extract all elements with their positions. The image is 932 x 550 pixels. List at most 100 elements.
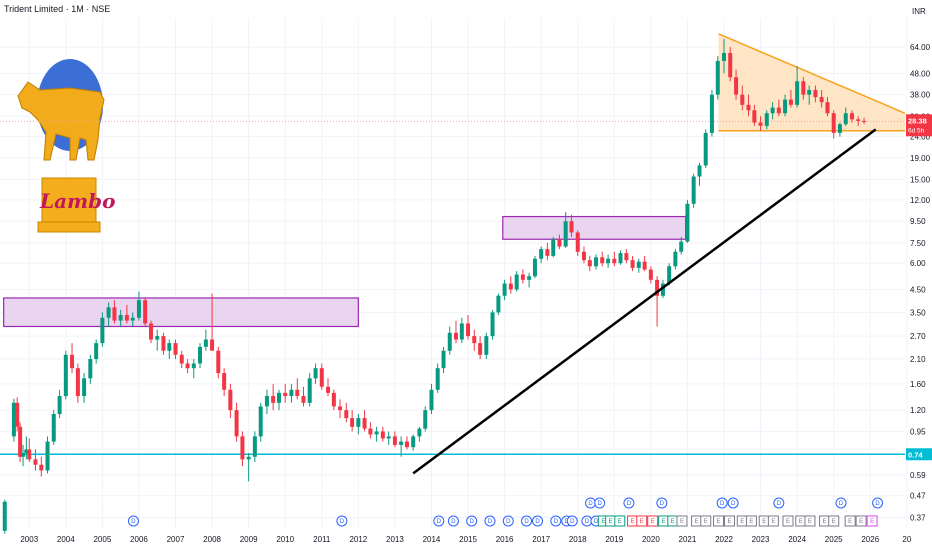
candle-body bbox=[119, 315, 123, 321]
dividend-marker[interactable]: D bbox=[337, 516, 347, 526]
y-axis[interactable]: INR 64.0048.0038.0030.0024.0019.0015.001… bbox=[910, 7, 931, 523]
candle-body bbox=[844, 113, 848, 124]
candle-body bbox=[70, 355, 74, 368]
candle-body bbox=[448, 333, 452, 351]
consolidation-rect[interactable] bbox=[503, 217, 686, 240]
earnings-marker[interactable]: E bbox=[845, 516, 855, 526]
x-axis[interactable]: 2003 2004 2005 2006 2007 2008 2009 2010 2011 2012… bbox=[20, 535, 911, 544]
dividend-marker[interactable]: D bbox=[522, 516, 532, 526]
earnings-marker[interactable]: E bbox=[759, 516, 769, 526]
earnings-marker[interactable]: E bbox=[746, 516, 756, 526]
candle-body bbox=[192, 363, 196, 368]
marker-label: E bbox=[618, 519, 622, 525]
symmetrical-triangle[interactable] bbox=[719, 34, 905, 131]
candle-body bbox=[112, 307, 116, 320]
trendline[interactable] bbox=[413, 129, 876, 473]
consolidation-zones[interactable] bbox=[4, 217, 686, 327]
earnings-marker[interactable]: E bbox=[606, 516, 616, 526]
earnings-marker[interactable]: E bbox=[637, 516, 647, 526]
earnings-marker[interactable]: E bbox=[724, 516, 734, 526]
event-markers[interactable]: D D D D D D D D D D D D D D E E E E E E E E E E E E E E E E E E E E E E E E ED… bbox=[128, 498, 882, 526]
earnings-marker[interactable]: E bbox=[783, 516, 793, 526]
candle-body bbox=[838, 124, 842, 133]
dividend-marker[interactable]: D bbox=[717, 498, 727, 508]
earnings-marker[interactable]: E bbox=[714, 516, 724, 526]
earnings-marker[interactable]: E bbox=[668, 516, 678, 526]
dividend-marker[interactable]: D bbox=[586, 498, 596, 508]
x-tick-label: 2013 bbox=[386, 535, 404, 544]
dividend-marker[interactable]: D bbox=[657, 498, 667, 508]
dividend-marker[interactable]: D bbox=[567, 516, 577, 526]
candle-body bbox=[149, 323, 153, 339]
candle-body bbox=[107, 307, 111, 317]
candle-body bbox=[277, 393, 281, 403]
earnings-marker[interactable]: E bbox=[648, 516, 658, 526]
earnings-marker[interactable]: E bbox=[677, 516, 687, 526]
candle-body bbox=[320, 368, 324, 387]
dividend-marker[interactable]: D bbox=[128, 516, 138, 526]
x-tick-label: 2012 bbox=[349, 535, 367, 544]
dividend-marker[interactable]: D bbox=[836, 498, 846, 508]
earnings-marker[interactable]: E bbox=[701, 516, 711, 526]
earnings-marker[interactable]: E bbox=[829, 516, 839, 526]
y-tick-label: 9.50 bbox=[910, 217, 926, 226]
candle-body bbox=[143, 300, 147, 323]
candle-body bbox=[722, 53, 726, 61]
y-tick-label: 6.00 bbox=[910, 259, 926, 268]
candle-body bbox=[198, 347, 202, 364]
consolidation-rect[interactable] bbox=[4, 298, 359, 327]
x-tick-label: 2006 bbox=[130, 535, 148, 544]
earnings-marker[interactable]: E bbox=[867, 516, 877, 526]
candle-body bbox=[789, 100, 793, 105]
earnings-marker[interactable]: E bbox=[692, 516, 702, 526]
dividend-marker[interactable]: D bbox=[582, 516, 592, 526]
dividend-marker[interactable]: D bbox=[551, 516, 561, 526]
x-tick-label: 2019 bbox=[605, 535, 623, 544]
candle-body bbox=[862, 121, 866, 122]
marker-label: E bbox=[870, 519, 874, 525]
last-price-tag: 28.386d 5h bbox=[906, 114, 932, 136]
candle-body bbox=[624, 253, 628, 260]
y-tick-label: 2.10 bbox=[910, 355, 926, 364]
earnings-marker[interactable]: E bbox=[805, 516, 815, 526]
candle-body bbox=[704, 133, 708, 166]
candle-body bbox=[33, 459, 37, 464]
earnings-marker[interactable]: E bbox=[856, 516, 866, 526]
earnings-marker[interactable]: E bbox=[628, 516, 638, 526]
earnings-marker[interactable]: E bbox=[796, 516, 806, 526]
dividend-marker[interactable]: D bbox=[774, 498, 784, 508]
candle-body bbox=[612, 259, 616, 263]
last-price-value: 28.38 bbox=[908, 116, 927, 125]
dividend-marker[interactable]: D bbox=[448, 516, 458, 526]
marker-label: E bbox=[786, 519, 790, 525]
dividend-marker[interactable]: D bbox=[533, 516, 543, 526]
candle-body bbox=[82, 378, 86, 396]
marker-label: E bbox=[832, 519, 836, 525]
dividend-marker[interactable]: D bbox=[728, 498, 738, 508]
earnings-marker[interactable]: E bbox=[737, 516, 747, 526]
candle-body bbox=[356, 418, 360, 427]
earnings-marker[interactable]: E bbox=[820, 516, 830, 526]
candle-body bbox=[174, 343, 178, 355]
dividend-marker[interactable]: D bbox=[873, 498, 883, 508]
candle-body bbox=[131, 318, 135, 321]
earnings-marker[interactable]: E bbox=[615, 516, 625, 526]
dividend-marker[interactable]: D bbox=[595, 498, 605, 508]
candle-body bbox=[557, 239, 561, 246]
ascending-trendline[interactable] bbox=[413, 129, 876, 473]
y-tick-label: 0.37 bbox=[910, 514, 926, 523]
candle-body bbox=[375, 431, 379, 434]
candle-body bbox=[247, 457, 251, 460]
candle-body bbox=[228, 390, 232, 410]
candle-body bbox=[491, 312, 495, 336]
dividend-marker[interactable]: D bbox=[467, 516, 477, 526]
marker-label: E bbox=[749, 519, 753, 525]
dividend-marker[interactable]: D bbox=[624, 498, 634, 508]
dividend-marker[interactable]: D bbox=[503, 516, 513, 526]
dividend-marker[interactable]: D bbox=[485, 516, 495, 526]
dividend-marker[interactable]: D bbox=[434, 516, 444, 526]
earnings-marker[interactable]: E bbox=[768, 516, 778, 526]
candle-body bbox=[856, 119, 860, 121]
earnings-marker[interactable]: E bbox=[659, 516, 669, 526]
